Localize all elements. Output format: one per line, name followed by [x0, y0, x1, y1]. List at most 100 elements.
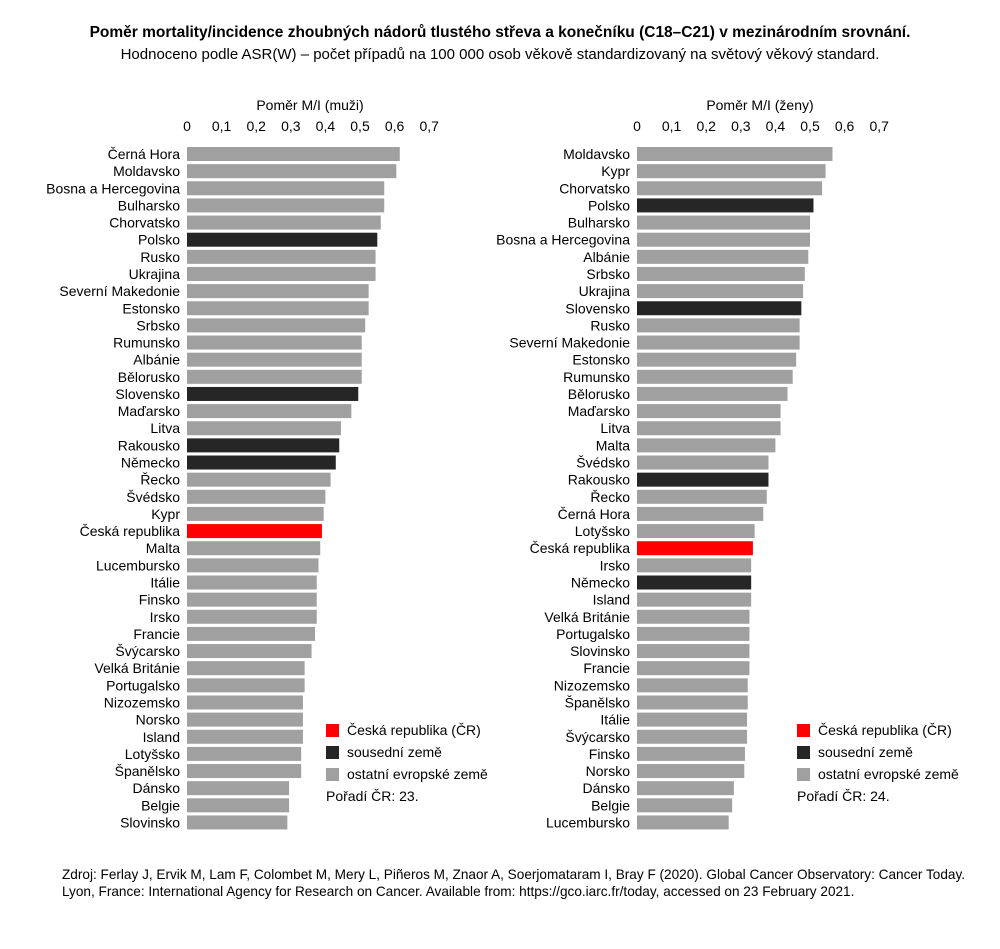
bar [187, 524, 322, 539]
category-label: Švédsko [126, 489, 180, 505]
category-label: Dánsko [583, 780, 631, 796]
category-label: Itálie [150, 575, 180, 591]
bar [187, 455, 336, 470]
bar [187, 815, 288, 830]
tick-label: 0,6 [385, 118, 405, 134]
category-label: Rumunsko [563, 369, 630, 385]
category-label: Ukrajina [579, 283, 631, 299]
bar [637, 421, 781, 436]
chart-subtitle: Hodnoceno podle ASR(W) – počet případů n… [120, 46, 880, 63]
bar [187, 746, 302, 761]
bar [637, 524, 755, 539]
legend-swatch-neighbor [326, 746, 339, 759]
category-label: Rakousko [568, 472, 630, 488]
category-label: Belgie [591, 797, 630, 813]
category-label: Finsko [589, 746, 630, 762]
bar [187, 198, 385, 213]
bar [637, 781, 734, 796]
axis-label-2: Poměr M/I (ženy) [706, 97, 813, 113]
category-label: Švýcarsko [115, 643, 180, 659]
bar [637, 489, 767, 504]
tick-label: 0,7 [869, 118, 889, 134]
bar [187, 472, 331, 487]
bar [637, 729, 748, 744]
bar [637, 249, 809, 264]
bar [637, 232, 810, 247]
bar [637, 592, 752, 607]
bar [637, 147, 833, 161]
category-label: Finsko [139, 592, 180, 608]
category-label: Severní Makedonie [59, 283, 180, 299]
bar [187, 164, 397, 179]
category-label: Bosna a Hercegovina [46, 180, 180, 196]
category-label: Srbsko [136, 317, 180, 333]
category-label: Černá Hora [108, 146, 181, 162]
bar [637, 506, 764, 521]
tick-label: 0 [633, 118, 641, 134]
bar [187, 575, 317, 590]
category-label: Bosna a Hercegovina [496, 232, 630, 248]
category-label: Irsko [150, 609, 181, 625]
bar [187, 506, 324, 521]
bar [637, 661, 750, 676]
bar [637, 558, 752, 573]
category-label: Španělsko [565, 694, 631, 710]
tick-label: 0,1 [662, 118, 682, 134]
bar [637, 764, 745, 779]
category-label: Velká Británie [94, 660, 180, 676]
bar [637, 352, 797, 367]
bar [187, 421, 341, 436]
legend-label-other: ostatní evropské země [818, 766, 959, 782]
category-label: Lotyšsko [125, 746, 180, 762]
bar [187, 695, 303, 710]
bar [187, 232, 378, 247]
bar [187, 335, 362, 350]
category-label: Bělorusko [568, 386, 630, 402]
axis-label-1: Poměr M/I (muži) [256, 97, 363, 113]
tick-label: 0 [183, 118, 191, 134]
bar [637, 746, 745, 761]
category-label: Island [593, 592, 630, 608]
category-label: Francie [133, 626, 180, 642]
bar [187, 352, 362, 367]
bar [187, 215, 381, 230]
bar [637, 695, 748, 710]
bar [187, 147, 400, 161]
tick-label: 0,2 [696, 118, 716, 134]
category-label: Island [143, 729, 180, 745]
category-label: Česká republika [80, 523, 181, 539]
category-label: Lotyšsko [575, 523, 630, 539]
bar [187, 249, 376, 264]
category-label: Moldavsko [113, 163, 180, 179]
category-label: Lucembursko [546, 814, 630, 830]
bar [187, 369, 362, 384]
category-label: Nizozemsko [104, 694, 180, 710]
bar [187, 284, 369, 299]
bar [637, 404, 781, 419]
legend-label-czech: Česká republika (ČR) [347, 722, 481, 738]
bar [637, 215, 810, 230]
bar [637, 798, 733, 813]
category-label: Dánsko [133, 780, 181, 796]
rank-label-1: Pořadí ČR: 23. [326, 788, 419, 804]
category-label: Španělsko [115, 763, 181, 779]
category-label: Bulharsko [568, 215, 630, 231]
bar [187, 661, 305, 676]
bar [187, 541, 321, 556]
bar [637, 164, 826, 179]
category-label: Albánie [133, 352, 180, 368]
category-label: Slovinsko [120, 814, 180, 830]
bar [187, 404, 352, 419]
category-label: Polsko [138, 232, 180, 248]
category-label: Bulharsko [118, 197, 180, 213]
tick-label: 0,1 [212, 118, 232, 134]
bar [187, 764, 302, 779]
category-label: Portugalsko [556, 626, 630, 642]
legend-label-neighbor: sousední země [347, 744, 442, 760]
bar [637, 266, 805, 281]
category-label: Malta [596, 437, 630, 453]
legend-label-czech: Česká republika (ČR) [818, 722, 952, 738]
bar [187, 592, 317, 607]
bar [187, 386, 359, 401]
bar [637, 386, 788, 401]
